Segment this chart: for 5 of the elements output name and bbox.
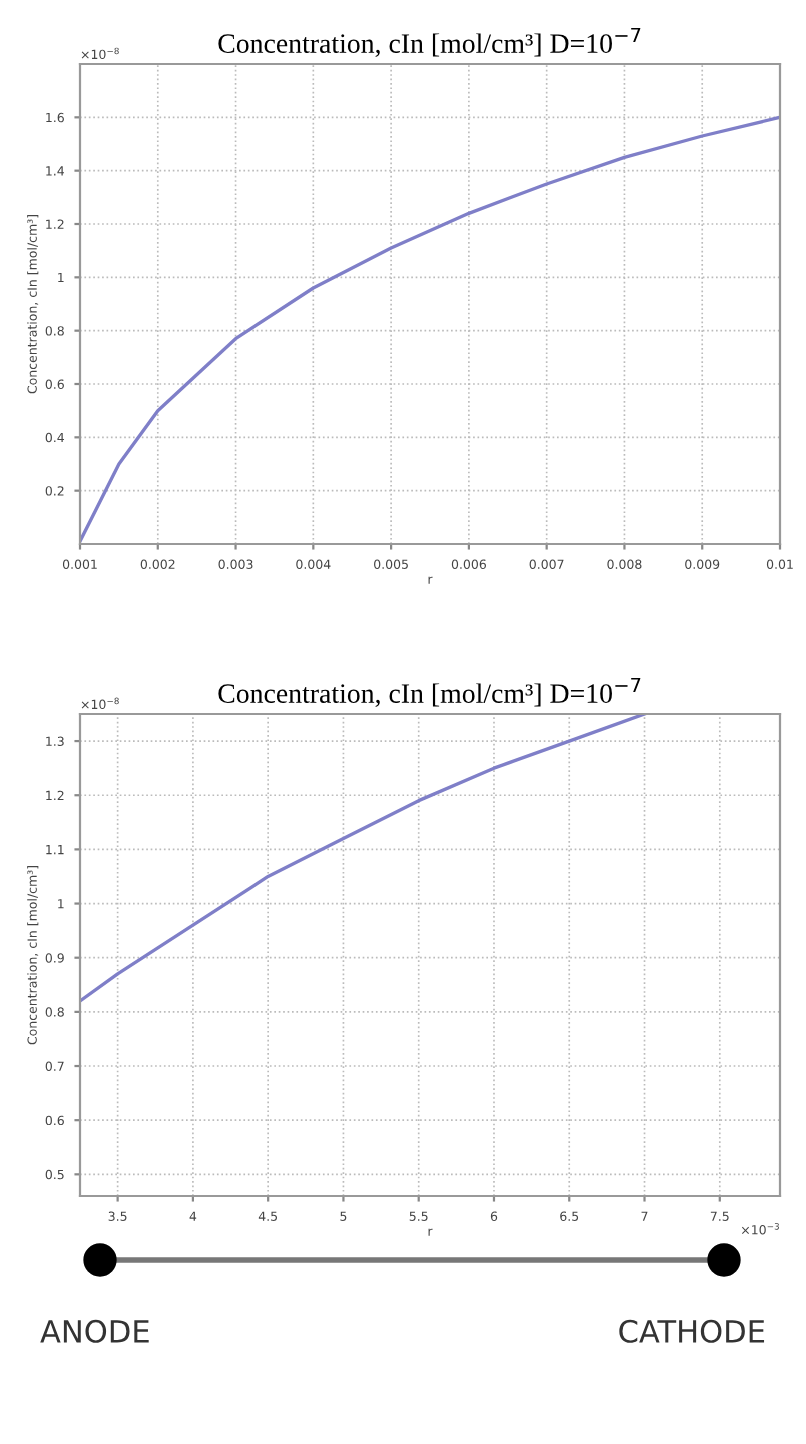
line-series <box>80 714 647 1003</box>
chart-title: Concentration, cIn [mol/cm³] D=10$^{−7}$ <box>218 27 641 57</box>
text: ANODE <box>40 1319 149 1343</box>
text: CATHODE <box>619 1319 765 1343</box>
chart-title: Concentration, cIn [mol/cm³] D=10$^{−7}$ <box>218 677 641 707</box>
